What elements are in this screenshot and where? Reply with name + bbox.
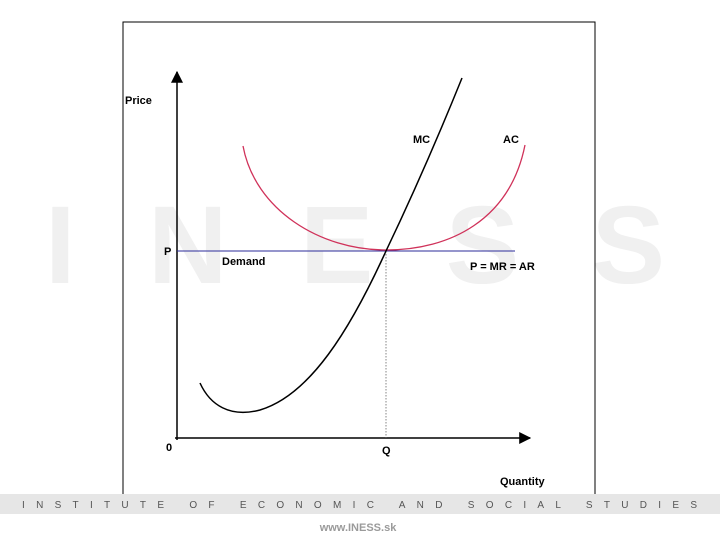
x-axis-label: Quantity xyxy=(500,476,545,488)
ac-label: AC xyxy=(503,134,519,146)
footer-band xyxy=(0,494,720,514)
mc-label: MC xyxy=(413,134,430,146)
quantity-label: Q xyxy=(382,445,391,457)
price-label: P xyxy=(164,246,171,258)
demand-label: Demand xyxy=(222,256,265,268)
website: www.INESS.sk xyxy=(319,522,398,534)
y-axis-label: Price xyxy=(125,95,152,107)
watermark: INESS xyxy=(45,184,665,307)
origin-label: 0 xyxy=(166,442,172,454)
mc-curve xyxy=(199,77,463,414)
demand-equation: P = MR = AR xyxy=(470,261,535,273)
